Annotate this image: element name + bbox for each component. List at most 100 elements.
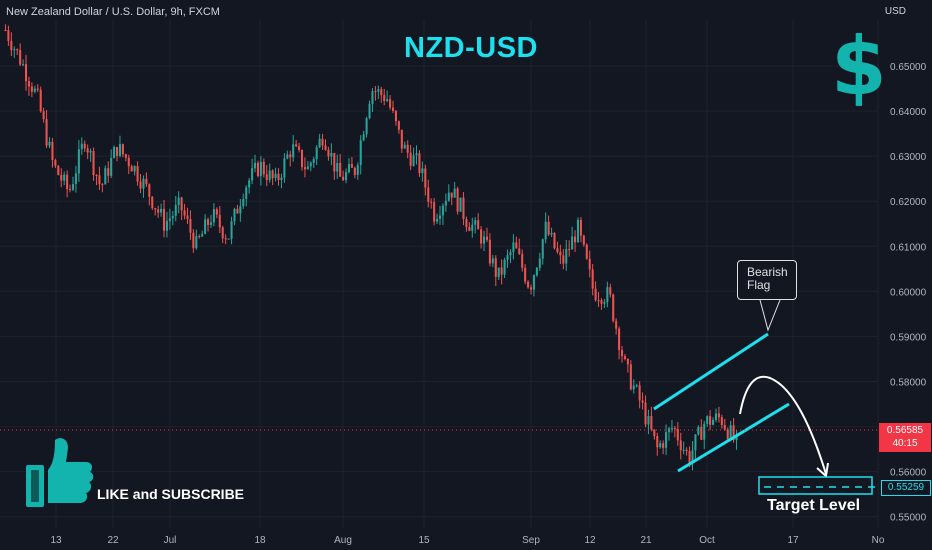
candle-body [400, 129, 403, 149]
candle-body [13, 49, 16, 51]
target-price-badge: 0.55259 [881, 480, 931, 496]
candle-body [209, 222, 213, 225]
candle-body [33, 88, 36, 92]
candle-body [148, 184, 151, 197]
candle-body [506, 255, 509, 260]
currency-label: USD [884, 6, 906, 17]
candle-body [192, 232, 195, 249]
candle-body [124, 154, 127, 158]
candle-body [104, 168, 107, 185]
candle-body [154, 208, 157, 210]
candle-body [368, 103, 371, 119]
candle-body [585, 244, 588, 259]
candle-body [157, 209, 160, 213]
arrow-head [816, 462, 829, 478]
candle-body [456, 188, 459, 212]
candle-body [362, 134, 365, 141]
candle-body [650, 415, 653, 430]
x-tick-label: Aug [334, 535, 352, 546]
time-axis: 13 22 Jul 18 Aug 15 Sep 12 21 Oct 17 No [50, 535, 884, 546]
candle-body [256, 162, 259, 177]
candle-body [603, 302, 606, 304]
candle-body [424, 168, 427, 188]
candle-body [224, 238, 227, 240]
candle-body [336, 163, 339, 172]
candle-body [312, 159, 315, 163]
chart-title: NZD-USD [404, 32, 538, 64]
candle-body [54, 160, 57, 166]
candle-body [48, 141, 51, 146]
x-tick-label: 17 [787, 535, 799, 546]
candle-body [700, 426, 703, 440]
candle-body [512, 242, 515, 253]
candle-body [212, 209, 215, 223]
candle-body [4, 29, 7, 31]
candle-body [679, 440, 682, 451]
y-tick-label: 0.55000 [890, 513, 927, 524]
candle-body [342, 176, 345, 181]
candle-body [303, 167, 306, 170]
candle-body [521, 253, 524, 268]
flag-upper-line [653, 332, 769, 411]
candle-body [239, 206, 242, 214]
candle-body [42, 111, 45, 120]
candle-body [673, 427, 676, 430]
candle-body [186, 215, 189, 220]
drawings [0, 299, 880, 507]
candle-body [494, 258, 497, 277]
candle-body [165, 220, 168, 231]
candle-body [556, 248, 559, 252]
candle-body [535, 267, 538, 276]
candle-body [623, 356, 626, 359]
candle-body [386, 99, 389, 101]
candle-body [483, 236, 486, 244]
current-price-value: 0.56585 [886, 425, 924, 436]
candle-body [183, 210, 186, 216]
x-tick-label: 12 [584, 535, 596, 546]
candle-body [659, 443, 662, 448]
candle-body [656, 436, 659, 448]
candle-body [189, 219, 192, 233]
candle-body [629, 364, 632, 390]
candle-body [10, 40, 13, 51]
candle-body [717, 413, 720, 418]
candle-body [609, 287, 612, 295]
candle-body [380, 89, 383, 96]
candle-body [60, 174, 63, 181]
candle-body [503, 259, 506, 275]
candle-body [389, 99, 392, 108]
candle-body [339, 163, 342, 177]
candle-body [289, 154, 292, 158]
candle-body [262, 161, 265, 175]
candle-body [95, 174, 98, 176]
candle-body [403, 144, 406, 149]
candle-body [201, 233, 204, 237]
candle-body [500, 267, 503, 275]
candle-body [254, 162, 257, 169]
target-zone [758, 476, 873, 495]
candle-body [110, 158, 113, 176]
candle-body [327, 149, 330, 157]
bearish-flag-callout: Bearish Flag [737, 260, 797, 300]
candle-body [45, 119, 48, 146]
candle-body [292, 144, 295, 158]
candle-body [391, 107, 395, 111]
candle-body [63, 174, 66, 181]
candle-body [130, 166, 133, 172]
candle-body [145, 178, 148, 185]
candle-body [559, 251, 562, 256]
candle-body [259, 161, 262, 177]
candle-body [682, 449, 685, 451]
candle-body [27, 81, 30, 87]
candle-body [315, 147, 318, 160]
candle-body [726, 429, 729, 440]
candle-body [333, 152, 336, 172]
candle-body [36, 88, 39, 90]
candle-body [195, 236, 198, 249]
candle-body [732, 425, 735, 441]
candle-body [318, 138, 321, 148]
candle-body [714, 413, 718, 420]
candle-body [171, 215, 174, 219]
candle-body [729, 425, 732, 440]
